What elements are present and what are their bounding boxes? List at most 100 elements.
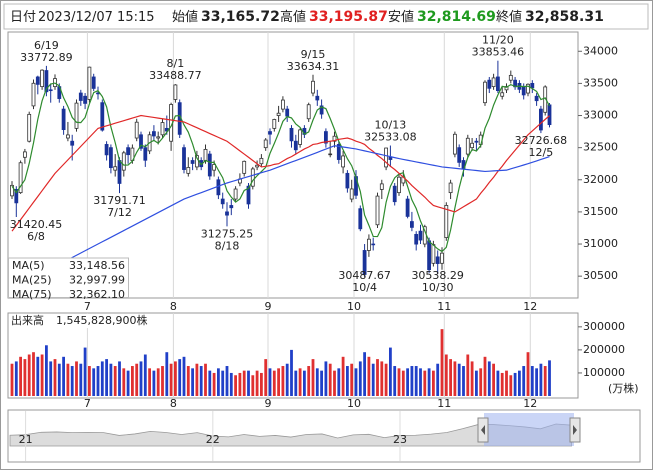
annotation-value: 33853.46: [472, 46, 525, 59]
open-label: 始値: [172, 9, 198, 25]
candle-body: [255, 164, 260, 168]
volume-bar: [122, 368, 126, 396]
candle-body: [319, 105, 324, 115]
annotation-date: 10/13: [375, 119, 407, 132]
volume-bar: [105, 359, 108, 396]
volume-bar: [453, 361, 457, 396]
candle-body: [539, 108, 543, 131]
x-tick-label: 9: [265, 397, 272, 410]
header: 日付 2023/12/07 15:15 始値 33,165.72 高値 33,1…: [10, 9, 604, 26]
volume-bar: [320, 370, 323, 396]
volume-bar: [27, 354, 31, 396]
volume-bar: [113, 366, 117, 396]
volume-bar: [419, 368, 422, 396]
candle-body: [259, 157, 264, 165]
volume-bar: [143, 354, 147, 396]
date-label: 日付: [10, 10, 36, 25]
volume-bar: [217, 368, 220, 396]
volume-bar: [436, 363, 440, 396]
volume-bar: [281, 366, 285, 396]
volume-bar: [264, 359, 268, 396]
candle-body: [233, 188, 238, 200]
candle-body: [285, 108, 290, 117]
candle-body: [530, 83, 535, 89]
volume-bar: [277, 368, 280, 396]
volume-bar: [126, 370, 130, 396]
volume-bar: [483, 356, 487, 396]
annotation-value: 31275.25: [201, 227, 254, 240]
candle-body: [306, 104, 311, 120]
candle-body: [10, 184, 14, 197]
navigator-selection: [484, 413, 574, 446]
plot-layer: 7 7 8 8 9 9 10 10 11 11 12 12 34000 33500 33000 32500 32…: [8, 32, 639, 461]
candle-body: [109, 147, 113, 169]
y-tick-label: 32000: [583, 173, 618, 186]
volume-bar: [539, 363, 543, 396]
candle-body: [139, 134, 143, 149]
candle-body: [250, 168, 255, 187]
volume-bar: [83, 347, 87, 396]
candle-body: [151, 131, 156, 137]
volume-bar: [229, 372, 233, 396]
candle-body: [293, 140, 298, 151]
annotation-value: 33772.89: [20, 51, 73, 64]
annotation-date: 9/15: [301, 48, 326, 61]
volume-bar: [238, 372, 242, 396]
volume-bar: [165, 352, 169, 396]
volume-bar: [393, 366, 397, 396]
low-label: 安値: [388, 9, 414, 25]
volume-bar: [444, 354, 448, 396]
x-tick-label: 7: [84, 300, 91, 313]
y-tick-label: 33500: [583, 76, 618, 89]
volume-bar: [496, 370, 500, 396]
high-value: 33,195.87: [309, 9, 388, 25]
candle-body: [207, 153, 212, 177]
navigator-label: 23: [393, 433, 407, 446]
legend-name: MA(5): [12, 259, 45, 272]
ma-line: [11, 82, 551, 253]
y-tick-label: 200000: [583, 343, 625, 356]
volume-bar: [543, 366, 547, 396]
y-tick-label: 34000: [583, 44, 618, 57]
y-tick-label: 30500: [583, 269, 618, 282]
volume-bar: [315, 368, 319, 396]
volume-bar: [358, 361, 362, 396]
volume-bar: [272, 370, 276, 396]
candle-body: [448, 182, 453, 194]
volume-bar: [79, 363, 83, 396]
volume-bar: [199, 366, 203, 396]
volume-bar: [191, 368, 194, 396]
candle-body: [345, 172, 350, 189]
volume-bar: [333, 370, 336, 396]
volume-bar: [212, 372, 216, 396]
y-tick-label: 300000: [583, 320, 625, 333]
volume-bar: [156, 368, 160, 396]
header-box: [3, 3, 649, 30]
candle-body: [362, 250, 367, 275]
candle-body: [504, 86, 509, 91]
candle-body: [289, 127, 294, 142]
candle-body: [332, 135, 337, 142]
close-value: 32,858.31: [525, 9, 604, 25]
volume-bar: [221, 370, 225, 396]
volume-bar: [62, 356, 65, 396]
candle-body: [440, 252, 444, 264]
candle-body: [358, 208, 363, 230]
legend-name: MA(75): [12, 288, 52, 301]
volume-bar: [148, 368, 151, 396]
candle-body: [444, 205, 449, 239]
volume-title: 出来高: [11, 313, 44, 327]
volume-bar: [285, 363, 289, 396]
volume-bar: [380, 361, 384, 396]
candle-body: [483, 81, 487, 104]
candle-body: [508, 74, 513, 81]
volume-bar: [462, 366, 465, 396]
volume-bar: [303, 370, 306, 396]
volume-bar: [389, 347, 392, 396]
x-tick-label: 12: [523, 300, 537, 313]
volume-bar: [57, 363, 61, 396]
legend-value: 33,148.56: [69, 259, 125, 272]
annotation-date: 12/5: [529, 146, 554, 159]
volume-bar: [186, 366, 190, 396]
